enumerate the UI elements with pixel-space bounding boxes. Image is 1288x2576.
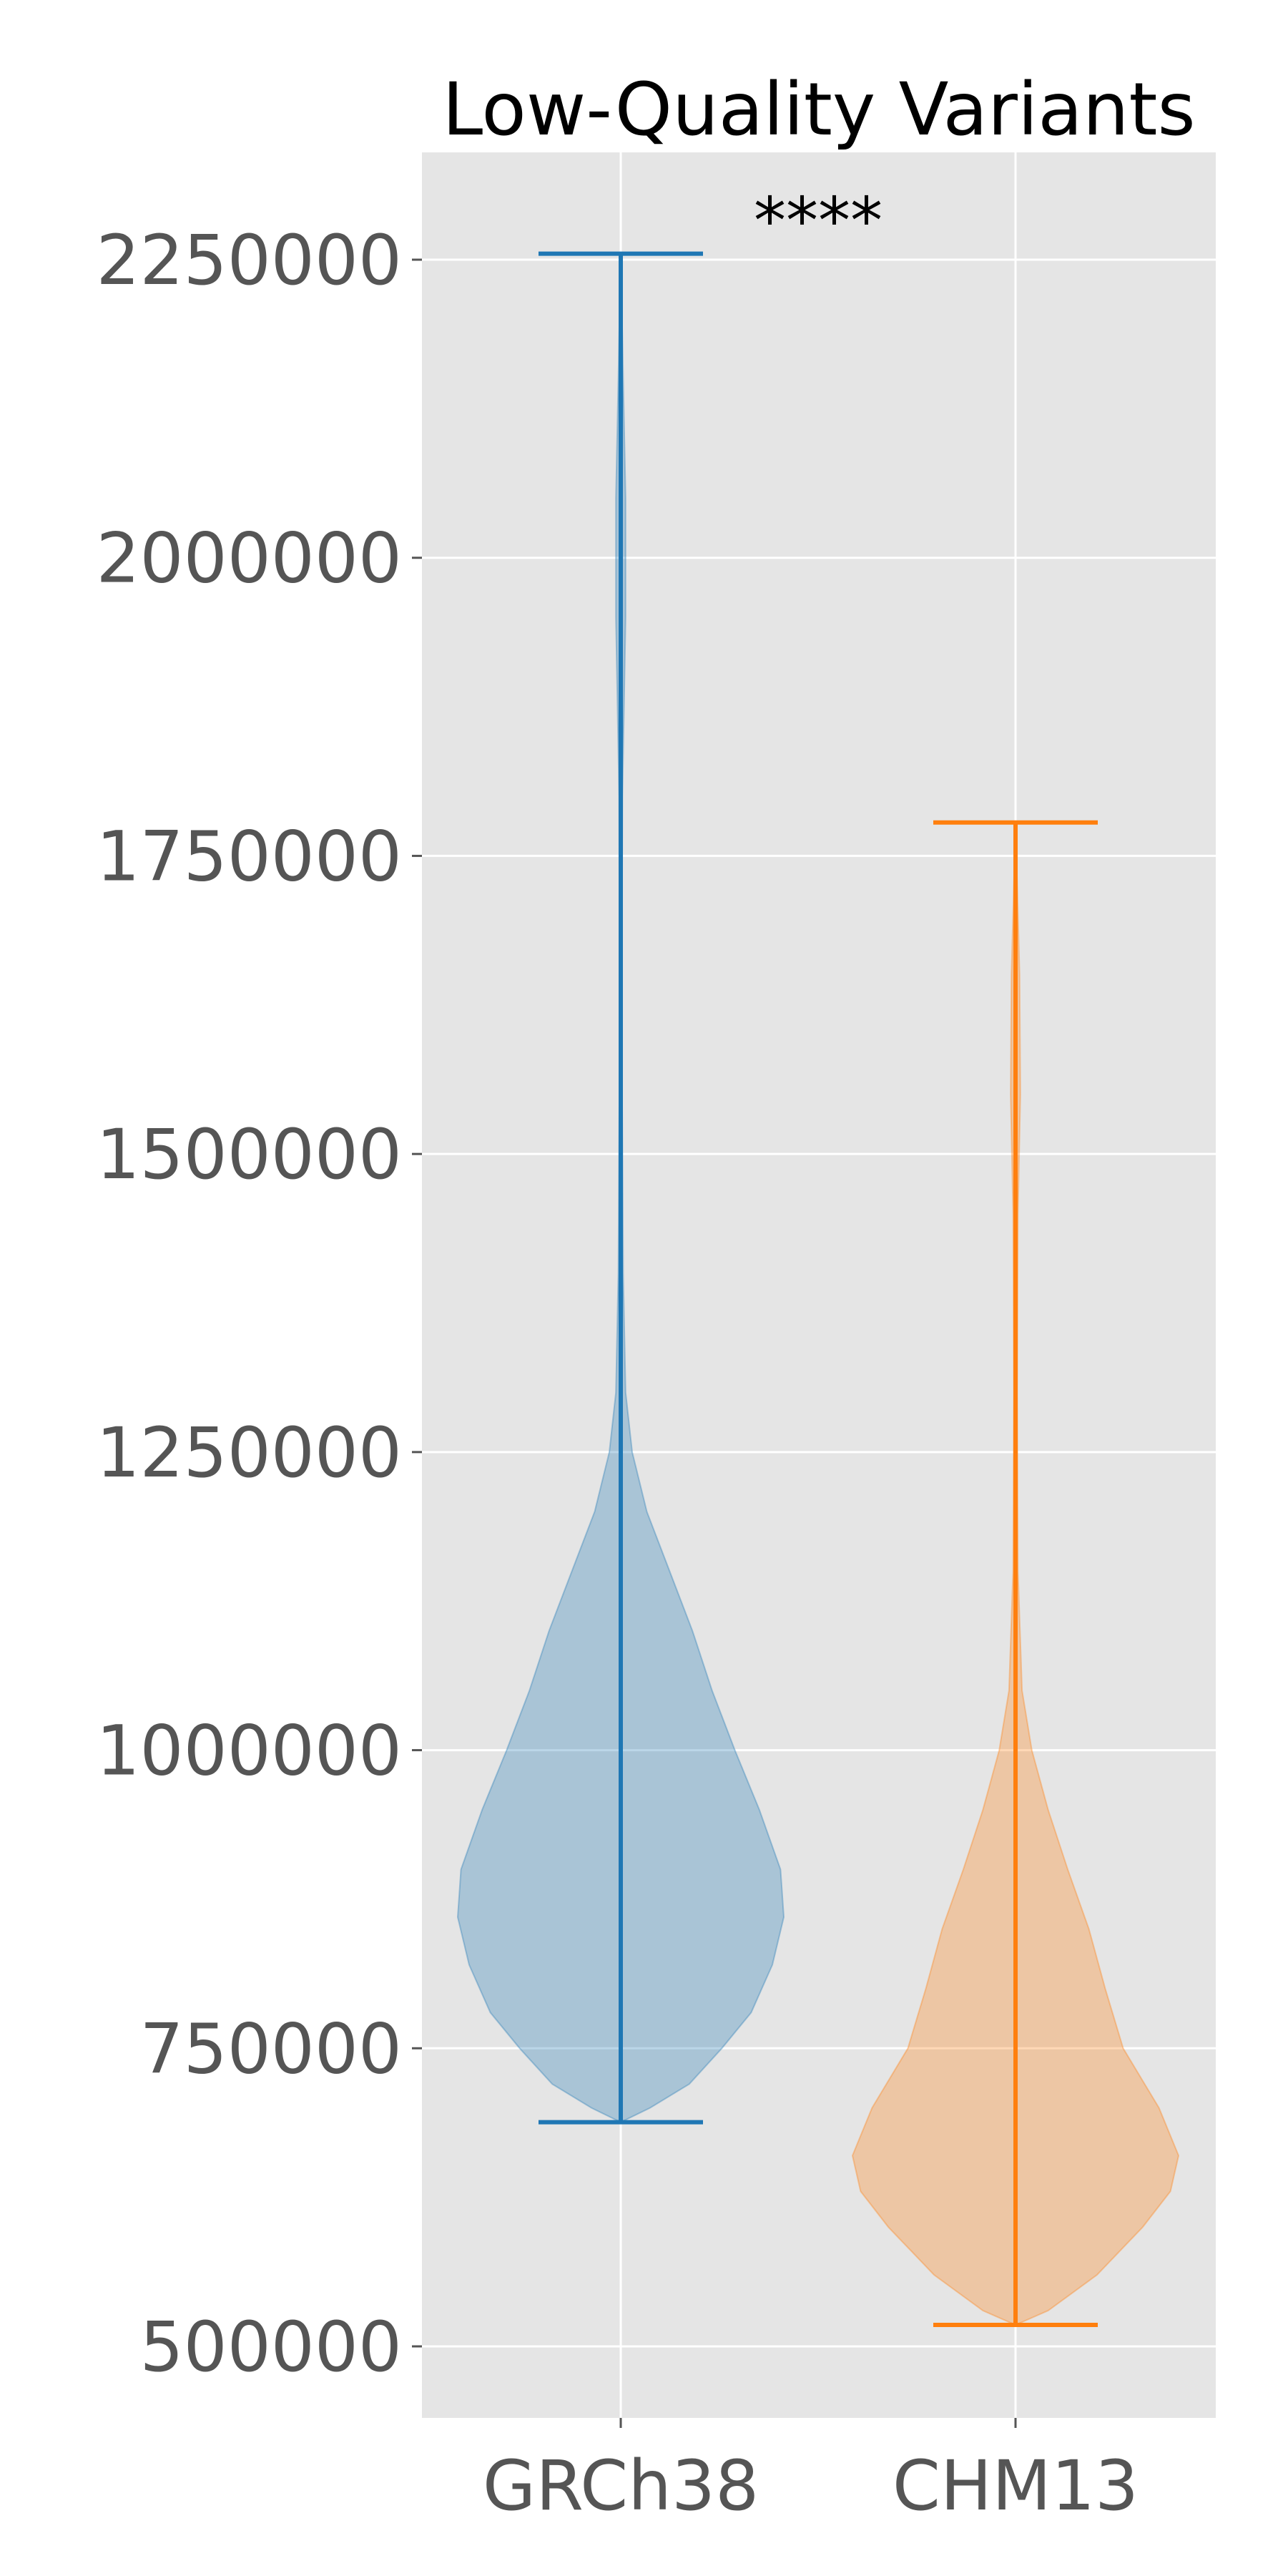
plot-area (422, 152, 1216, 2418)
y-tick-label: 500000 (140, 2307, 402, 2387)
y-tick-label: 1000000 (96, 1711, 402, 1791)
chart-title: Low-Quality Variants (442, 67, 1195, 152)
violins (456, 251, 1180, 2327)
x-category-label: CHM13 (893, 2446, 1139, 2526)
x-axis-categories: GRCh38 CHM13 (483, 2418, 1139, 2526)
x-category-label: GRCh38 (483, 2446, 759, 2526)
y-tick-label: 2250000 (96, 220, 402, 300)
y-tick-label: 1500000 (96, 1115, 402, 1195)
y-tick-label: 1750000 (96, 816, 402, 896)
y-tick-label: 2000000 (96, 519, 402, 599)
significance-annotation: **** (754, 184, 883, 259)
y-tick-label: 1250000 (96, 1413, 402, 1493)
y-axis-ticks: 500000 750000 1000000 1250000 1500000 1750000… (96, 220, 422, 2387)
y-tick-label: 750000 (140, 2009, 402, 2089)
